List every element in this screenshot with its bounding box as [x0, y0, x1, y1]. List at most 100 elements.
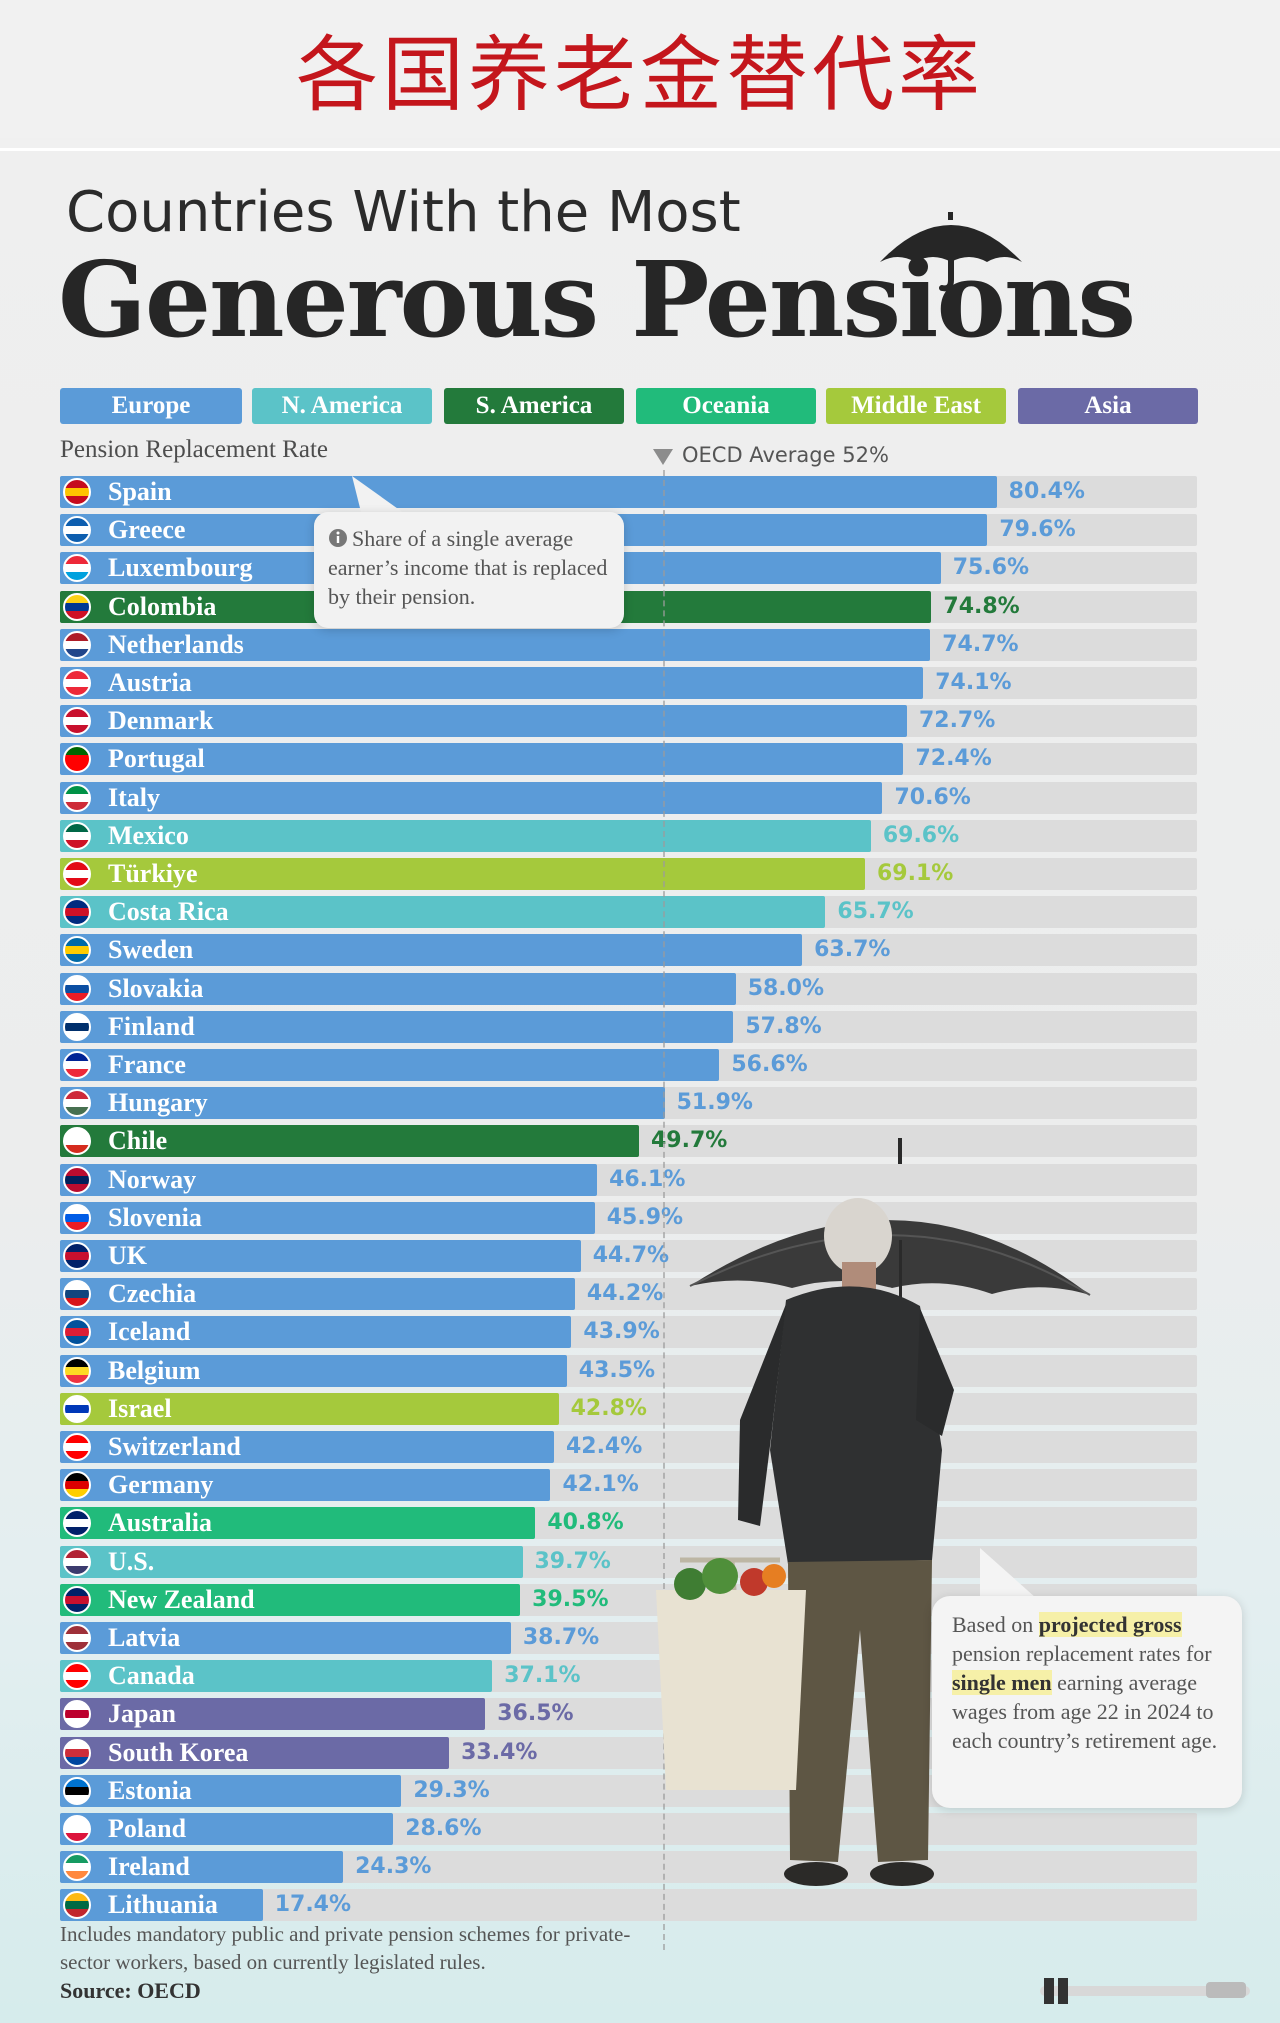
country-label: Portugal	[108, 744, 205, 774]
country-label: Lithuania	[108, 1890, 218, 1920]
country-label: Costa Rica	[108, 897, 229, 927]
note-tail	[980, 1548, 1036, 1598]
bar-row-portugal: Portugal 72.4%	[60, 741, 1197, 777]
value-label: 42.8%	[570, 1395, 647, 1421]
flag-icon	[63, 1738, 91, 1767]
value-label: 42.1%	[562, 1472, 639, 1498]
bar-row-israel: Israel 42.8%	[60, 1391, 1197, 1427]
bar	[60, 1583, 521, 1616]
value-label: 43.9%	[583, 1319, 660, 1345]
value-label: 44.2%	[586, 1281, 664, 1307]
flag-icon	[63, 1624, 91, 1652]
country-label: UK	[108, 1241, 147, 1270]
bar	[60, 1774, 402, 1807]
umbrella-icon	[880, 212, 1022, 292]
bar	[60, 858, 865, 890]
average-marker-icon	[653, 449, 673, 465]
axis-label: Pension Replacement Rate	[60, 436, 328, 463]
flag-icon	[63, 1433, 91, 1461]
country-label: Slovakia	[108, 973, 204, 1003]
value-label: 69.6%	[882, 822, 960, 848]
flag-icon	[63, 1815, 91, 1843]
bar-row-france: France 56.6%	[60, 1047, 1197, 1083]
flag-icon	[63, 936, 91, 965]
bar-row-ireland: Ireland 24.3%	[60, 1849, 1197, 1885]
bar	[60, 1736, 450, 1769]
flag-icon	[63, 1471, 91, 1500]
bar	[60, 934, 803, 967]
legend-middle-east: Middle East	[826, 388, 1006, 424]
bar	[60, 1813, 394, 1845]
country-label: Netherlands	[108, 629, 244, 659]
callout-text: Share of a single average earner’s incom…	[328, 526, 608, 609]
flag-icon	[63, 478, 91, 506]
flag-icon	[63, 592, 91, 621]
bar-row-norway: Norway 46.1%	[60, 1162, 1197, 1198]
value-label: 57.8%	[745, 1013, 822, 1039]
bar-row-greece: Greece 79.6%	[60, 512, 1197, 548]
flag-icon	[63, 1891, 91, 1920]
bar	[60, 1431, 554, 1463]
value-label: 58.0%	[747, 975, 825, 1001]
flag-icon	[63, 707, 91, 736]
bar	[60, 1278, 575, 1311]
bar	[60, 972, 736, 1005]
value-label: 42.4%	[565, 1434, 643, 1459]
flag-icon	[63, 1394, 91, 1423]
flag-icon	[63, 1776, 91, 1805]
bar-row-denmark: Denmark 72.7%	[60, 703, 1197, 739]
flag-icon	[63, 1165, 91, 1194]
value-label: 65.7%	[837, 899, 914, 925]
country-label: Colombia	[108, 591, 217, 621]
banner-title: 各国养老金替代率	[295, 28, 984, 123]
flag-icon	[63, 1127, 91, 1156]
country-label: South Korea	[108, 1737, 249, 1767]
flag-icon	[63, 1356, 91, 1385]
flag-icon	[63, 783, 91, 812]
bar	[60, 1354, 567, 1387]
country-label: Iceland	[108, 1317, 191, 1347]
value-label: 33.4%	[461, 1739, 538, 1765]
oecd-average-line	[663, 470, 665, 1950]
person-with-umbrella-illustration	[656, 1138, 1091, 1886]
flag-icon	[63, 860, 91, 888]
flag-icon	[63, 516, 91, 545]
value-label: 72.7%	[918, 708, 996, 734]
legend-europe: Europe	[60, 388, 242, 424]
bar	[60, 476, 997, 508]
bar-row-slovenia: Slovenia 45.9%	[60, 1200, 1197, 1236]
source-label: Source: OECD	[60, 1978, 201, 2003]
country-label: Germany	[108, 1470, 214, 1500]
value-label: 79.6%	[999, 517, 1076, 543]
bar	[60, 896, 826, 929]
flag-icon	[63, 1700, 91, 1729]
bar	[60, 1507, 536, 1540]
country-label: Australia	[108, 1508, 212, 1538]
oecd-average-label: OECD Average 52%	[682, 443, 889, 467]
value-label: 74.7%	[942, 631, 1019, 657]
bar	[60, 1392, 559, 1425]
bar-row-spain: Spain 80.4%	[60, 474, 1197, 510]
flag-icon	[63, 1051, 91, 1079]
footnote: Includes mandatory public and private pe…	[60, 1922, 631, 1974]
country-label: Poland	[108, 1814, 187, 1843]
flag-icon	[63, 1242, 91, 1270]
legend-asia: Asia	[1018, 388, 1198, 424]
country-label: Switzerland	[108, 1432, 241, 1461]
value-label: 70.6%	[894, 784, 971, 810]
bar-row-u-s-: U.S. 39.7%	[60, 1544, 1197, 1580]
bar-row-sweden: Sweden 63.7%	[60, 932, 1197, 968]
value-label: 51.9%	[676, 1090, 753, 1116]
bar-row-costa-rica: Costa Rica 65.7%	[60, 894, 1197, 930]
value-label: 45.9%	[606, 1204, 684, 1230]
bar	[60, 1316, 572, 1349]
bar-row-italy: Italy 70.6%	[60, 780, 1197, 816]
bar-row-colombia: Colombia 74.8%	[60, 589, 1197, 625]
bar	[60, 1087, 665, 1120]
bar-row-slovakia: Slovakia 58.0%	[60, 971, 1197, 1007]
value-label: 74.1%	[935, 670, 1012, 695]
bar-row-austria: Austria 74.1%	[60, 665, 1197, 701]
country-label: Luxembourg	[108, 553, 253, 583]
country-label: Türkiye	[108, 859, 198, 888]
country-label: Greece	[108, 515, 186, 545]
